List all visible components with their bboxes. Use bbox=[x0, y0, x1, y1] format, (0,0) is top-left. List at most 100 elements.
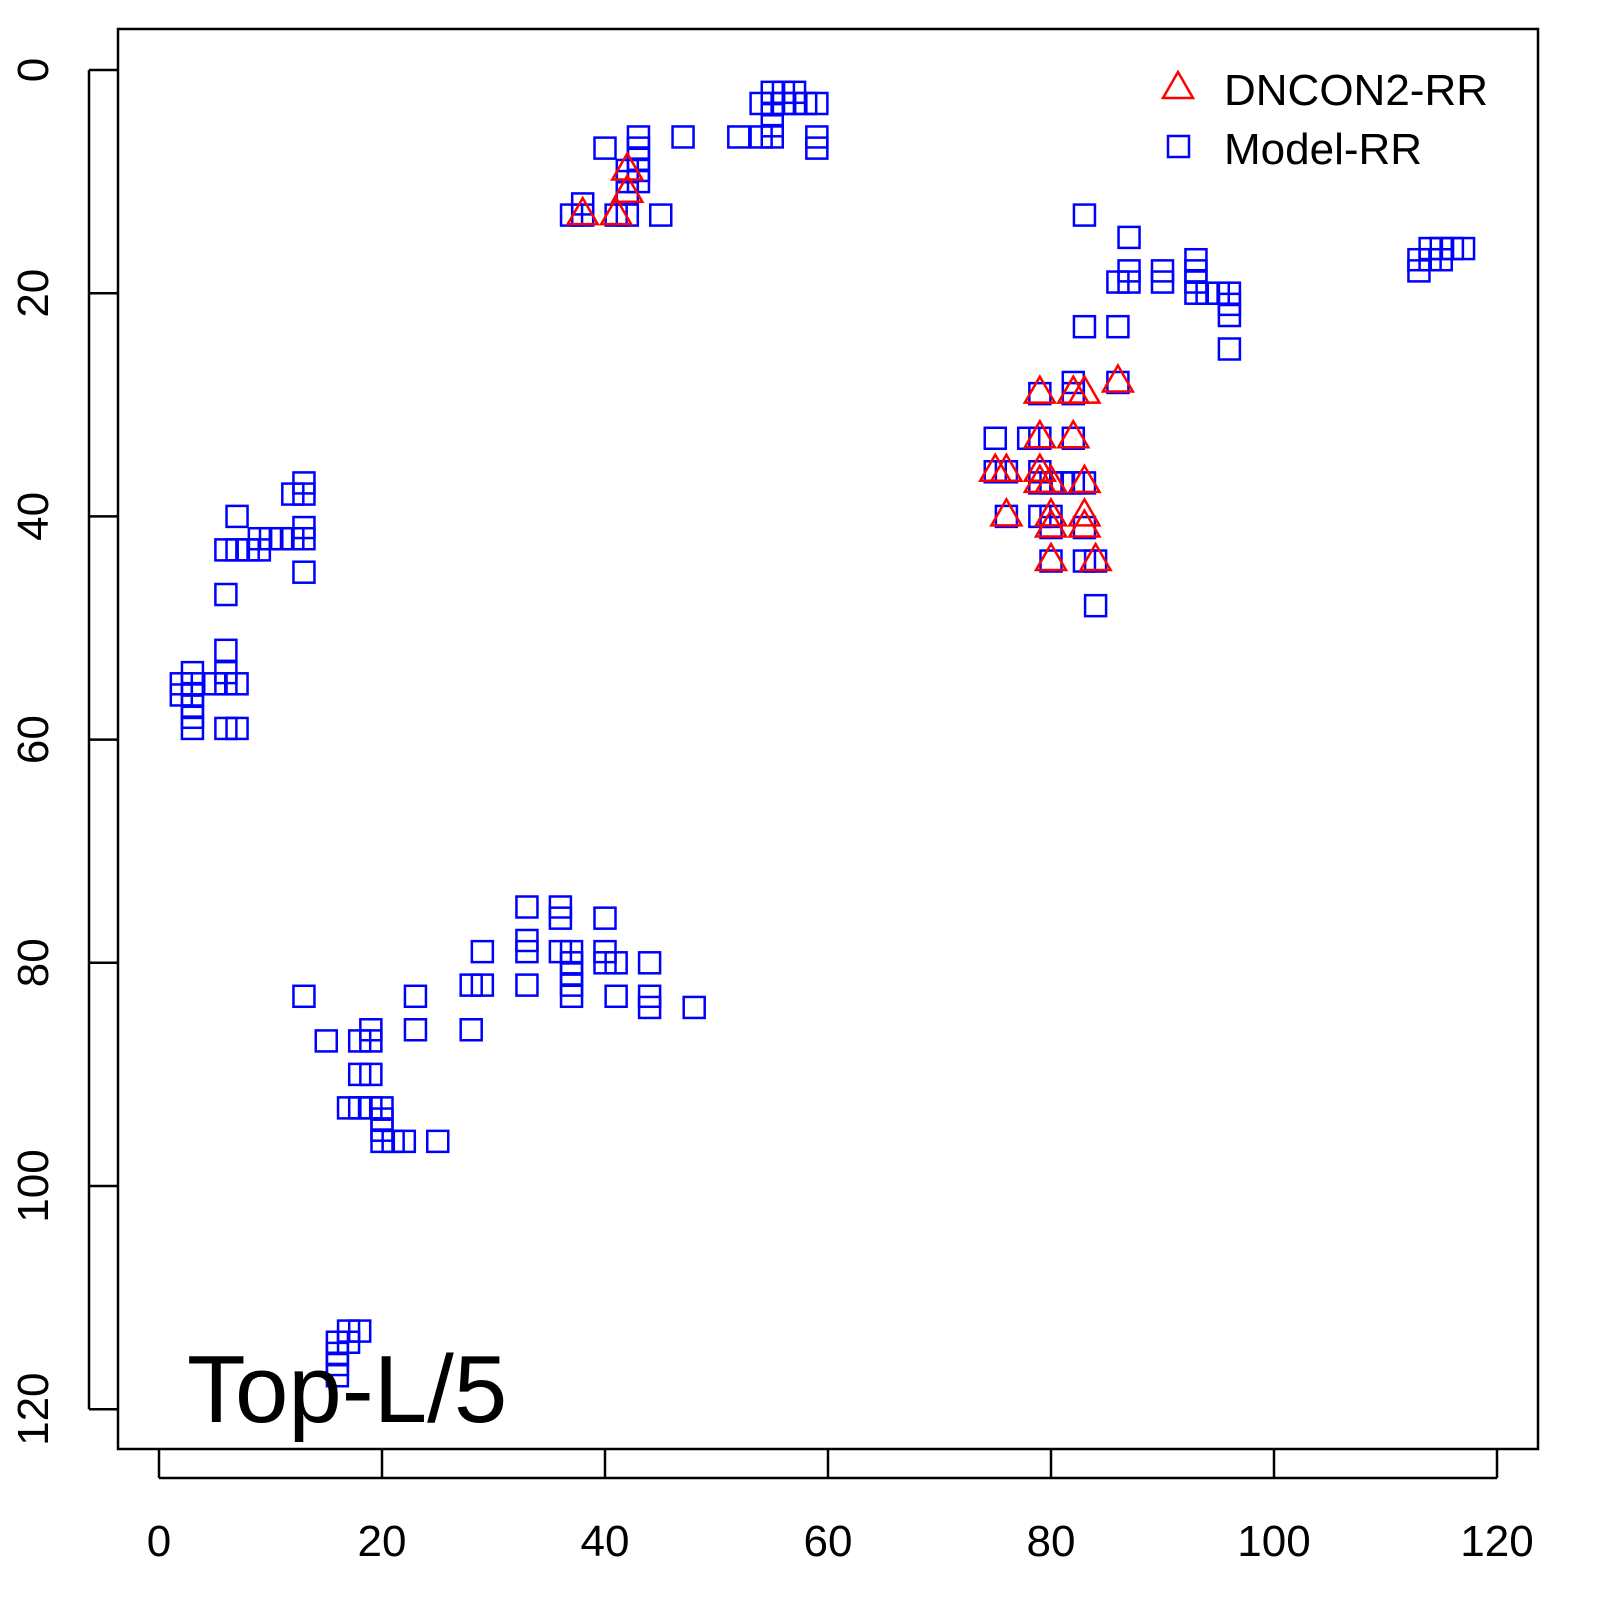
model-rr-point bbox=[203, 672, 227, 696]
model-rr-point bbox=[281, 482, 305, 506]
model-rr-point bbox=[570, 192, 595, 216]
x-tick-label: 100 bbox=[1237, 1517, 1310, 1566]
model-rr-point bbox=[604, 984, 628, 1009]
model-rr-point bbox=[359, 1029, 383, 1053]
dncon2-rr-point bbox=[989, 496, 1024, 527]
dncon2-rr-point bbox=[1067, 374, 1102, 404]
y-tick-label: 20 bbox=[9, 269, 58, 318]
model-rr-point bbox=[1083, 593, 1108, 618]
legend-label-dncon2: DNCON2-RR bbox=[1224, 66, 1488, 115]
y-tick-label: 0 bbox=[9, 58, 58, 82]
model-rr-point bbox=[426, 1129, 450, 1154]
dncon2-rr-point bbox=[989, 452, 1024, 483]
x-tick-label: 20 bbox=[358, 1517, 407, 1566]
dncon2-rr-point bbox=[565, 195, 600, 226]
model-rr-point bbox=[403, 1018, 428, 1042]
model-rr-point bbox=[983, 426, 1007, 451]
x-tick-label: 0 bbox=[147, 1517, 171, 1566]
model-rr-point bbox=[1217, 303, 1242, 328]
model-rr-point bbox=[515, 939, 539, 964]
model-rr-point bbox=[225, 716, 249, 741]
model-rr-point bbox=[1106, 370, 1130, 395]
y-tick-label: 60 bbox=[9, 715, 58, 764]
model-rr-point bbox=[180, 716, 205, 741]
model-rr-point bbox=[682, 995, 706, 1020]
panel-annotation: Top-L/5 bbox=[187, 1336, 507, 1443]
model-rr-point bbox=[403, 984, 428, 1009]
model-rr-point bbox=[593, 136, 617, 160]
model-rr-point bbox=[637, 995, 662, 1020]
model-rr-point bbox=[1117, 270, 1141, 294]
y-tick-label: 100 bbox=[9, 1149, 58, 1222]
model-rr-point bbox=[214, 582, 238, 607]
model-rr-series bbox=[169, 80, 1476, 1388]
dncon2-rr-point bbox=[598, 195, 634, 226]
dncon2-rr-point bbox=[1100, 362, 1136, 393]
dncon2-rr-point bbox=[1022, 374, 1058, 404]
legend-triangle-icon bbox=[1160, 69, 1196, 100]
dncon2-rr-point bbox=[1067, 496, 1102, 527]
model-rr-point bbox=[1039, 549, 1063, 573]
dncon2-rr-point bbox=[610, 150, 645, 181]
model-rr-point bbox=[559, 984, 584, 1009]
y-tick-label: 120 bbox=[9, 1372, 58, 1445]
dncon2-rr-point bbox=[1033, 508, 1069, 538]
model-rr-point bbox=[225, 672, 249, 696]
dncon2-rr-point bbox=[1022, 418, 1058, 449]
model-rr-point bbox=[470, 973, 495, 997]
x-tick-label: 40 bbox=[581, 1517, 630, 1566]
model-rr-point bbox=[292, 984, 316, 1009]
x-tick-label: 120 bbox=[1460, 1517, 1533, 1566]
x-tick-label: 60 bbox=[804, 1517, 853, 1566]
model-rr-point bbox=[1150, 270, 1175, 294]
model-rr-point bbox=[727, 125, 751, 149]
model-rr-point bbox=[1072, 314, 1097, 339]
model-rr-point bbox=[1072, 203, 1097, 227]
model-rr-point bbox=[637, 951, 662, 975]
y-tick-label: 80 bbox=[9, 938, 58, 987]
model-rr-point bbox=[214, 638, 238, 663]
model-rr-point bbox=[225, 504, 249, 529]
model-rr-point bbox=[1117, 225, 1141, 250]
model-rr-point bbox=[281, 526, 305, 551]
model-rr-point bbox=[593, 906, 617, 930]
dncon2-rr-point bbox=[1067, 463, 1102, 494]
model-rr-point bbox=[1106, 314, 1130, 339]
model-rr-point bbox=[314, 1029, 338, 1053]
model-rr-point bbox=[1028, 381, 1052, 406]
model-rr-point bbox=[359, 1062, 383, 1087]
model-rr-point bbox=[1451, 236, 1476, 261]
dncon2-rr-point bbox=[1033, 541, 1069, 572]
model-rr-point bbox=[459, 1018, 483, 1042]
model-rr-point bbox=[347, 1319, 372, 1343]
model-rr-point bbox=[805, 136, 829, 160]
model-rr-point bbox=[515, 895, 539, 919]
x-axis: 0 20 40 60 80 100 120 bbox=[147, 1449, 1534, 1566]
model-rr-point bbox=[515, 973, 539, 997]
model-rr-point bbox=[470, 939, 495, 964]
model-rr-point bbox=[994, 504, 1019, 529]
x-tick-label: 80 bbox=[1027, 1517, 1076, 1566]
y-tick-label: 40 bbox=[9, 492, 58, 541]
model-rr-point bbox=[548, 906, 573, 930]
dncon2-rr-point bbox=[1022, 452, 1058, 483]
model-rr-point bbox=[392, 1129, 417, 1154]
legend: DNCON2-RR Model-RR bbox=[1160, 66, 1488, 174]
legend-label-model: Model-RR bbox=[1224, 125, 1422, 174]
dncon2-rr-point bbox=[1033, 463, 1069, 494]
model-rr-point bbox=[1217, 337, 1242, 361]
y-axis: 0 20 40 60 80 100 120 bbox=[9, 58, 118, 1446]
model-rr-point bbox=[292, 560, 316, 584]
model-rr-point bbox=[1061, 426, 1086, 451]
model-rr-point bbox=[325, 1363, 350, 1388]
model-rr-point bbox=[1072, 515, 1097, 540]
model-rr-point bbox=[604, 951, 628, 975]
plot-frame bbox=[116, 27, 1540, 1451]
dncon2-rr-point bbox=[1078, 541, 1113, 572]
model-rr-point bbox=[649, 203, 673, 227]
legend-square-icon bbox=[1166, 134, 1191, 159]
model-rr-point bbox=[760, 80, 784, 105]
model-rr-point bbox=[805, 91, 829, 116]
dncon2-rr-point bbox=[1033, 496, 1069, 527]
